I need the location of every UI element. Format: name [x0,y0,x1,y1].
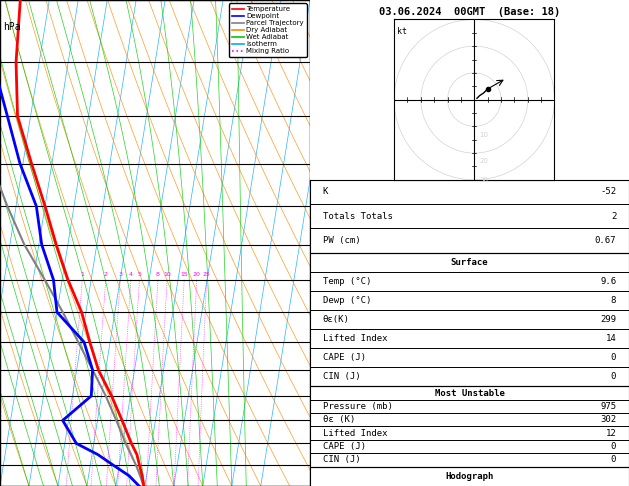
Legend: Temperature, Dewpoint, Parcel Trajectory, Dry Adiabat, Wet Adiabat, Isotherm, Mi: Temperature, Dewpoint, Parcel Trajectory… [229,3,306,57]
Text: CIN (J): CIN (J) [323,372,360,382]
Text: 12: 12 [606,429,616,438]
Text: 0: 0 [611,442,616,451]
Text: -8: -8 [313,50,324,59]
Text: -5: -5 [313,229,324,238]
Text: θε(K): θε(K) [323,315,350,324]
Text: -7: -7 [313,112,324,121]
Text: Temp (°C): Temp (°C) [323,277,371,286]
Text: 2: 2 [104,272,108,278]
Text: Hodograph: Hodograph [445,472,494,481]
Text: 14: 14 [606,334,616,343]
Text: -6: -6 [313,172,324,180]
Text: 5: 5 [138,272,142,278]
Text: 8: 8 [611,296,616,305]
Text: CAPE (J): CAPE (J) [323,353,365,362]
Text: 3: 3 [118,272,122,278]
Text: 25: 25 [203,272,211,278]
Text: Most Unstable: Most Unstable [435,388,504,398]
Text: K: K [323,188,328,196]
Text: -2: -2 [313,389,324,398]
Text: Lifted Index: Lifted Index [323,429,387,438]
Text: 302: 302 [600,415,616,424]
Text: Pressure (mb): Pressure (mb) [323,402,392,411]
Text: 975: 975 [600,402,616,411]
Text: Totals Totals: Totals Totals [323,212,392,221]
Text: 4: 4 [129,272,133,278]
Text: hPa: hPa [3,22,21,32]
Text: 9.6: 9.6 [600,277,616,286]
Text: -3: -3 [313,337,324,347]
Text: CIN (J): CIN (J) [323,455,360,465]
Text: 15: 15 [181,272,188,278]
Text: 03.06.2024  00GMT  (Base: 18): 03.06.2024 00GMT (Base: 18) [379,7,560,17]
Text: 1: 1 [81,272,84,278]
Text: -4: -4 [313,285,324,294]
Text: 0: 0 [611,455,616,465]
Text: -52: -52 [600,188,616,196]
Text: 0: 0 [611,372,616,382]
Text: CAPE (J): CAPE (J) [323,442,365,451]
Text: 8: 8 [156,272,160,278]
Text: 10: 10 [164,272,171,278]
Text: 0: 0 [611,353,616,362]
Text: 299: 299 [600,315,616,324]
Text: 2: 2 [611,212,616,221]
Text: Lifted Index: Lifted Index [323,334,387,343]
Text: θε (K): θε (K) [323,415,355,424]
Text: Surface: Surface [451,258,488,267]
Text: 20: 20 [192,272,201,278]
Text: 0.67: 0.67 [595,236,616,245]
Text: -1: -1 [313,438,324,447]
Text: Dewp (°C): Dewp (°C) [323,296,371,305]
Text: Mixing Ratio (g/kg): Mixing Ratio (g/kg) [328,195,338,291]
Text: PW (cm): PW (cm) [323,236,360,245]
